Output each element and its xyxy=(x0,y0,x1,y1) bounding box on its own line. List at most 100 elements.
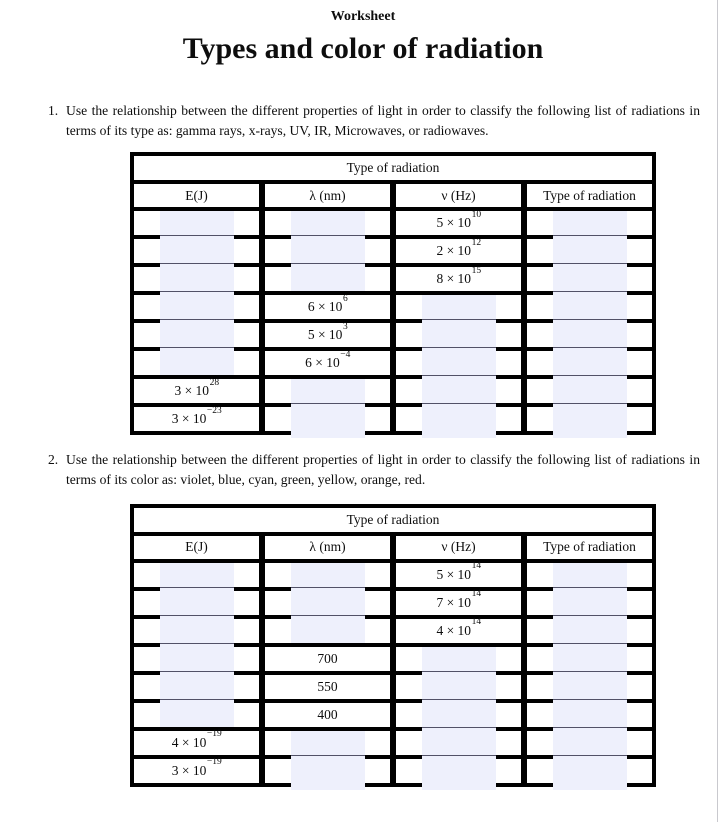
table-cell xyxy=(134,586,259,615)
answer-field[interactable] xyxy=(552,726,627,755)
answer-field[interactable] xyxy=(552,347,627,376)
table-cell xyxy=(396,295,521,320)
answer-field[interactable] xyxy=(552,586,627,615)
answer-field[interactable] xyxy=(159,319,234,348)
answer-field[interactable] xyxy=(290,586,365,615)
table-cell xyxy=(527,726,652,755)
answer-field[interactable] xyxy=(421,403,496,439)
question-2: 2. Use the relationship between the diff… xyxy=(48,450,700,489)
answer-field[interactable] xyxy=(159,586,234,615)
answer-field[interactable] xyxy=(159,263,234,292)
cell-value: 6 × 10−4 xyxy=(305,349,351,371)
answer-field[interactable] xyxy=(159,235,234,264)
answer-field[interactable] xyxy=(552,375,627,404)
answer-field[interactable] xyxy=(290,211,365,236)
answer-field[interactable] xyxy=(290,754,365,790)
table-cell xyxy=(527,403,652,439)
answer-field[interactable] xyxy=(421,319,496,348)
answer-field[interactable] xyxy=(290,235,365,264)
table-cell xyxy=(396,375,521,404)
answer-field[interactable] xyxy=(421,375,496,404)
table-cell xyxy=(527,347,652,376)
cell-value: 6 × 106 xyxy=(307,293,348,315)
column-header-energy: E(J) xyxy=(134,184,259,208)
answer-field[interactable] xyxy=(552,698,627,727)
answer-field[interactable] xyxy=(159,670,234,699)
answer-field[interactable] xyxy=(159,347,234,376)
table-cell xyxy=(527,319,652,348)
answer-field[interactable] xyxy=(552,211,627,236)
answer-field[interactable] xyxy=(421,754,496,790)
answer-field[interactable] xyxy=(290,403,365,439)
table-cell xyxy=(527,235,652,264)
table-cell xyxy=(134,562,259,587)
answer-field[interactable] xyxy=(421,646,496,671)
answer-field[interactable] xyxy=(552,235,627,264)
answer-field[interactable] xyxy=(552,670,627,699)
table-cell: 3 × 10−23 xyxy=(134,406,259,432)
answer-field[interactable] xyxy=(552,614,627,643)
table-cell xyxy=(396,347,521,376)
cell-value: 7 × 1014 xyxy=(436,589,482,610)
table-cell: 7 × 1014 xyxy=(396,589,521,615)
table-cell xyxy=(527,642,652,671)
answer-field[interactable] xyxy=(552,754,627,790)
answer-field[interactable] xyxy=(421,726,496,755)
cell-value: 400 xyxy=(317,706,338,722)
answer-field[interactable] xyxy=(552,403,627,439)
cell-value: 4 × 1014 xyxy=(436,617,482,638)
table-cell xyxy=(396,646,521,671)
answer-field[interactable] xyxy=(290,730,365,755)
answer-field[interactable] xyxy=(290,562,365,587)
cell-value: 2 × 1012 xyxy=(436,237,482,259)
answer-field[interactable] xyxy=(290,263,365,292)
answer-field[interactable] xyxy=(552,319,627,348)
page-title: Types and color of radiation xyxy=(182,32,544,65)
table-cell: 4 × 10−19 xyxy=(134,730,259,755)
answer-field[interactable] xyxy=(552,263,627,292)
table-cell xyxy=(265,614,390,643)
cell-value: 700 xyxy=(317,650,338,666)
table-cell xyxy=(396,670,521,699)
table-cell xyxy=(265,754,390,790)
answer-field[interactable] xyxy=(421,670,496,699)
radiation-type-table: Type of radiation E(J) λ (nm) ν (Hz) Typ… xyxy=(130,152,656,439)
table-cell xyxy=(527,211,652,236)
table-cell xyxy=(265,403,390,439)
answer-field[interactable] xyxy=(159,698,234,727)
answer-field[interactable] xyxy=(159,642,234,671)
table-cell xyxy=(134,347,259,376)
answer-field[interactable] xyxy=(552,562,627,587)
column-header-energy: E(J) xyxy=(134,535,259,559)
table-cell: 3 × 10−19 xyxy=(134,758,259,783)
question-number: 1. xyxy=(48,103,59,118)
table-cell xyxy=(527,375,652,404)
table-cell xyxy=(265,263,390,292)
answer-field[interactable] xyxy=(421,295,496,320)
table-cell xyxy=(134,263,259,292)
answer-field[interactable] xyxy=(159,614,234,643)
answer-field[interactable] xyxy=(552,642,627,671)
table-cell xyxy=(134,319,259,348)
answer-field[interactable] xyxy=(290,614,365,643)
column-header-frequency: ν (Hz) xyxy=(396,184,521,208)
table-cell xyxy=(134,211,259,236)
table-cell xyxy=(396,403,521,439)
table-cell xyxy=(134,614,259,643)
answer-field[interactable] xyxy=(552,291,627,320)
answer-field[interactable] xyxy=(159,291,234,320)
answer-field[interactable] xyxy=(290,379,365,404)
table-cell: 5 × 1014 xyxy=(396,562,521,587)
table-cell xyxy=(265,235,390,264)
table-cell xyxy=(265,562,390,587)
table-cell xyxy=(134,291,259,320)
table-cell: 550 xyxy=(265,674,390,699)
answer-field[interactable] xyxy=(159,211,234,236)
table-cell xyxy=(134,698,259,727)
question-1: 1. Use the relationship between the diff… xyxy=(48,101,700,140)
answer-field[interactable] xyxy=(159,562,234,587)
table-cell xyxy=(527,263,652,292)
table-cell xyxy=(527,562,652,587)
answer-field[interactable] xyxy=(421,698,496,727)
answer-field[interactable] xyxy=(421,347,496,376)
